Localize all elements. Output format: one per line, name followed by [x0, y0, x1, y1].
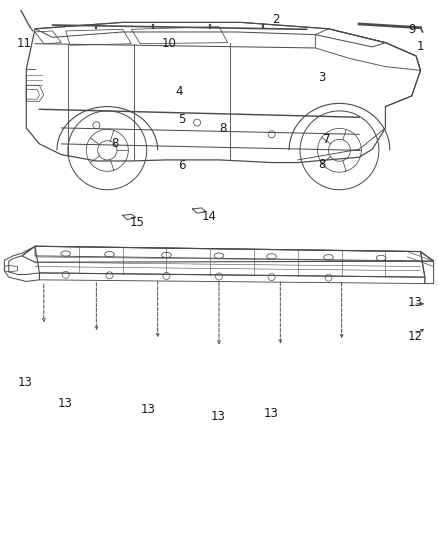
- Text: 11: 11: [17, 37, 32, 50]
- Text: 10: 10: [161, 37, 176, 50]
- Text: 5: 5: [178, 114, 185, 126]
- Text: 13: 13: [211, 410, 226, 423]
- Text: 9: 9: [408, 23, 416, 36]
- Text: 15: 15: [129, 216, 144, 229]
- Text: 14: 14: [202, 211, 217, 223]
- Text: 1: 1: [417, 41, 424, 53]
- Text: 8: 8: [318, 158, 325, 171]
- Text: 7: 7: [322, 133, 330, 146]
- Text: 13: 13: [18, 376, 33, 389]
- Text: 13: 13: [264, 407, 279, 419]
- Text: 13: 13: [408, 296, 423, 309]
- Text: 6: 6: [178, 159, 186, 172]
- Text: 2: 2: [272, 13, 280, 26]
- Text: 13: 13: [57, 397, 72, 410]
- Text: 12: 12: [408, 330, 423, 343]
- Text: 13: 13: [141, 403, 155, 416]
- Text: 4: 4: [176, 85, 184, 98]
- Text: 8: 8: [219, 123, 226, 135]
- Text: 3: 3: [318, 71, 325, 84]
- Text: 8: 8: [111, 138, 118, 150]
